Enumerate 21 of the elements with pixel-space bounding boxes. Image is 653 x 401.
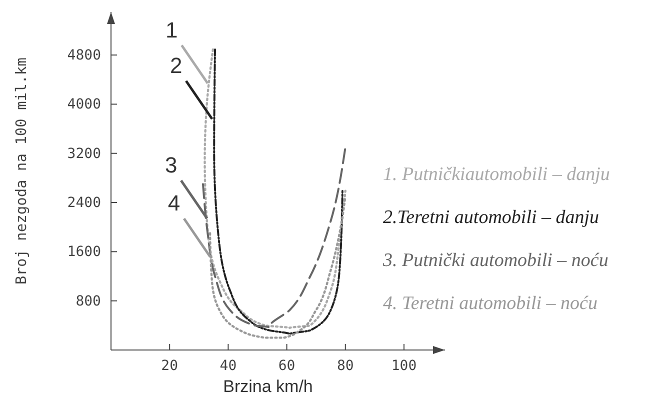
- y-tick-label: 3200: [67, 146, 101, 162]
- x-tick-label: 100: [391, 358, 417, 374]
- y-tick-label: 1600: [67, 244, 101, 260]
- x-tick-label: 20: [161, 358, 178, 374]
- text: 3. Putnički automobili – noću: [382, 250, 608, 271]
- x-tick-label: 80: [336, 358, 354, 374]
- y-tick-label: 800: [76, 293, 101, 310]
- text: 4. Teretni automobili – noću: [383, 293, 598, 314]
- y-tick-label: 4000: [67, 96, 101, 113]
- y-tick-label: 2400: [67, 194, 101, 211]
- text: 1. Putničkiautomobili – danju: [383, 164, 610, 185]
- x-tick-label: 60: [278, 358, 296, 374]
- y-tick-label: 4800: [67, 48, 101, 64]
- text: 2.Teretni automobili – danju: [383, 207, 600, 228]
- annotation: 1: [166, 17, 178, 42]
- y-axis-title: Broj nezgoda na 100 mil.km: [14, 57, 30, 284]
- x-tick-label: 40: [220, 358, 237, 374]
- annotation: 4: [168, 190, 180, 216]
- annotation: 3: [164, 152, 178, 178]
- annotation: 2: [170, 52, 182, 78]
- x-axis-title: Brzina km/h: [223, 377, 313, 396]
